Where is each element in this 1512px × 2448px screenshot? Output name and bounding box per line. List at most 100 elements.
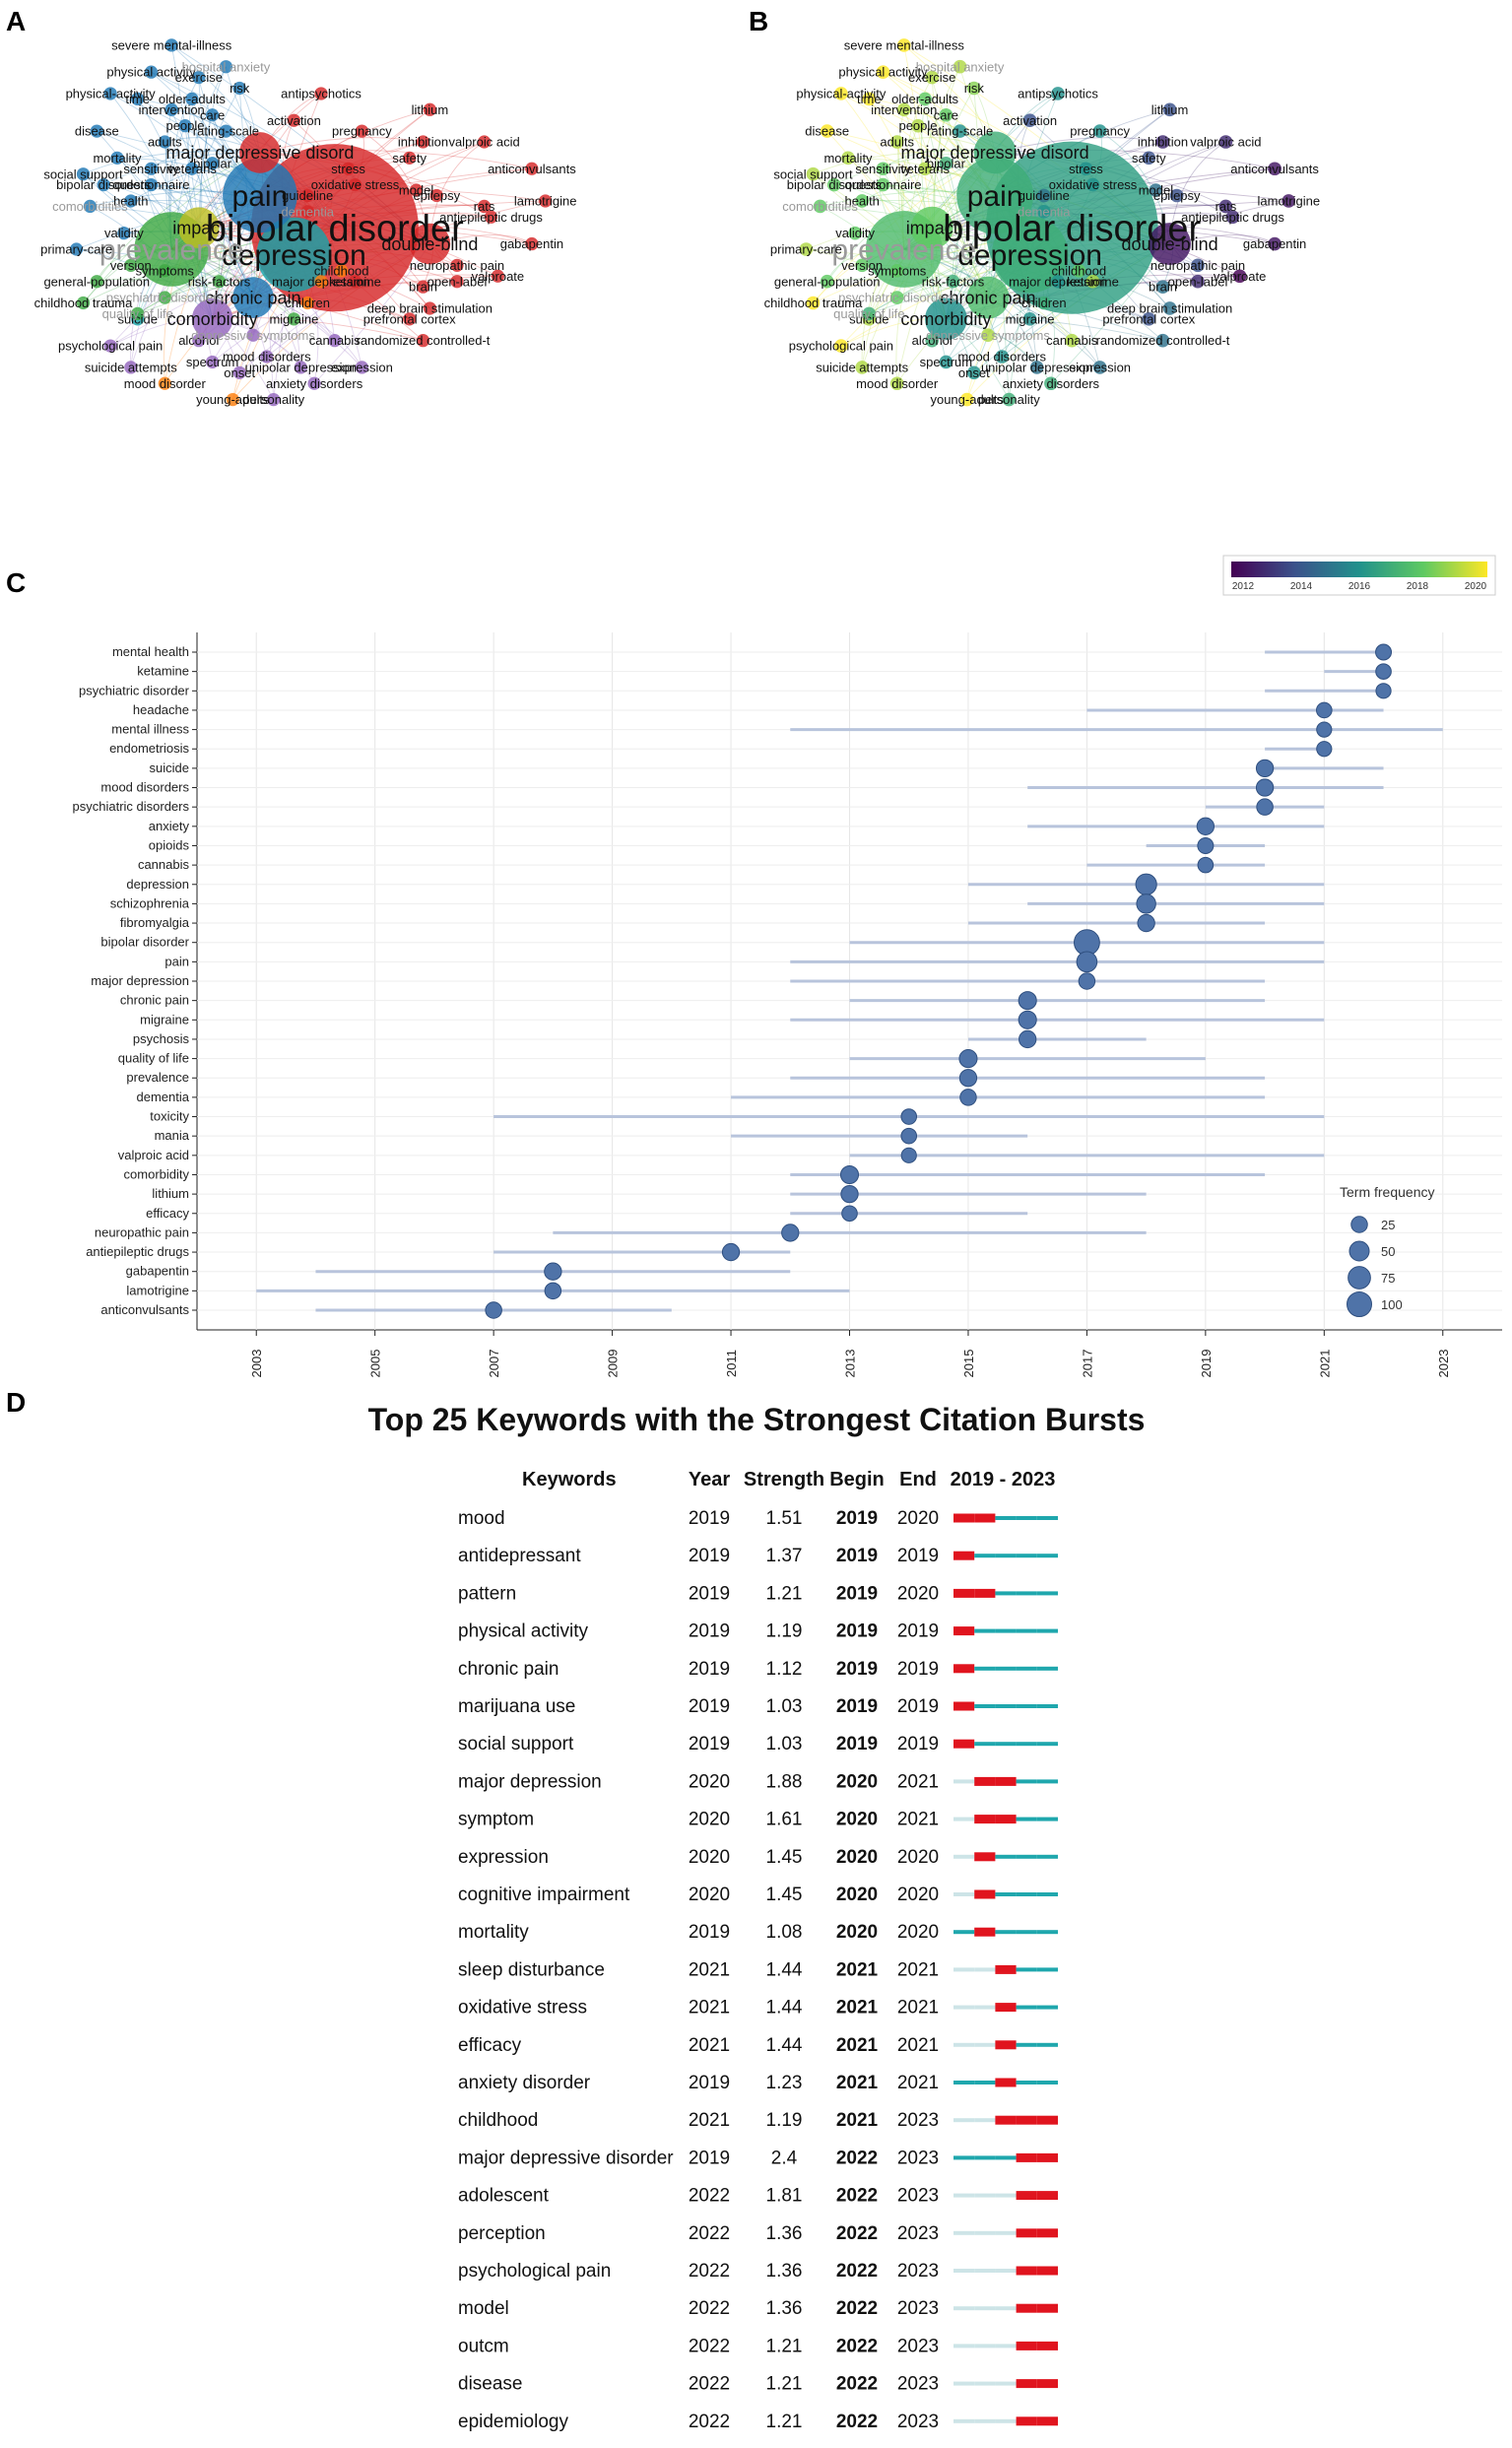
net-a-node-antipsychotics — [314, 87, 328, 100]
net-b-node-mortality — [841, 151, 855, 165]
c-term-label: mental health — [112, 644, 189, 659]
d-begin: 2022 — [836, 2186, 878, 2207]
d-begin: 2019 — [836, 1621, 878, 1642]
c-term-peak-point — [1375, 643, 1393, 661]
d-year: 2020 — [689, 1847, 730, 1868]
c-term-peak-point — [1256, 798, 1274, 816]
net-a-node-migraine — [287, 312, 301, 326]
d-burst-segment — [995, 1892, 1017, 1896]
d-burst-segment — [995, 1815, 1017, 1824]
net-b-label-general-population: general-population — [774, 274, 881, 289]
d-burst-segment — [1036, 2005, 1058, 2010]
d-burst-segment — [1016, 1704, 1037, 1708]
net-b-node-unipolar-depression — [1029, 361, 1044, 374]
d-begin: 2022 — [836, 2298, 878, 2319]
net-b-node-valproate — [1232, 269, 1247, 284]
d-burst-segment — [953, 2381, 975, 2386]
net-a-node-physical-activity — [103, 87, 117, 100]
net-b-node-impact — [910, 206, 953, 249]
c-term-peak-point — [1375, 683, 1392, 699]
d-burst-segment — [1036, 1967, 1058, 1972]
d-end: 2021 — [897, 1771, 939, 1792]
net-b-node-version — [855, 258, 870, 273]
net-b-label-pain: pain — [967, 180, 1023, 213]
d-burst-segment — [953, 2005, 975, 2010]
d-burst-segment — [995, 1930, 1017, 1935]
d-burst-segment — [1036, 2152, 1058, 2162]
d-end: 2023 — [897, 2110, 939, 2131]
d-strength: 1.21 — [766, 1583, 803, 1604]
c-term-peak-point — [1136, 893, 1156, 914]
c-term-label: pain — [164, 954, 189, 968]
c-x-tick-label: 2021 — [1317, 1350, 1332, 1378]
net-b-label-bipolar-disorder: bipolar disorder — [943, 209, 1201, 250]
net-b-label-spectrum: spectrum — [920, 355, 972, 369]
d-burst-segment — [1016, 1967, 1037, 1972]
net-a-node-veterans — [185, 162, 199, 175]
net-b-label-antipsychotics: antipsychotics — [1018, 87, 1098, 101]
d-keyword: oxidative stress — [458, 1998, 587, 2018]
net-a-edge — [109, 93, 214, 319]
d-strength: 1.23 — [766, 2073, 803, 2093]
c-term-peak-point — [485, 1301, 502, 1319]
net-a-node-childhood — [335, 264, 349, 278]
d-burst-segment — [1036, 1930, 1058, 1935]
net-a-node-comorbidities — [83, 199, 98, 214]
d-end: 2019 — [897, 1659, 939, 1680]
d-begin: 2022 — [836, 2374, 878, 2395]
c-term-peak-point — [1135, 873, 1157, 895]
net-b-label-lamotrigine: lamotrigine — [1258, 194, 1321, 209]
net-a-node-antiepileptic-drugs — [484, 210, 498, 224]
net-a-label-validity: validity — [104, 226, 144, 240]
panel-label-c: C — [6, 567, 27, 598]
net-a-label-social-support: social support — [43, 166, 123, 181]
net-a-node-alcohol — [192, 334, 206, 348]
net-a-label-spectrum: spectrum — [186, 355, 238, 369]
d-burst-segment — [1016, 1516, 1037, 1520]
net-a-edge — [212, 163, 225, 319]
net-b-node-guideline — [1036, 188, 1051, 203]
net-a-nodes — [69, 38, 553, 407]
d-year: 2022 — [689, 2412, 730, 2432]
net-b-node-exercise — [925, 70, 940, 85]
d-burst-segment — [1036, 2341, 1058, 2350]
c-term-peak-point — [900, 1127, 918, 1145]
net-a-label-major-depression: major depression — [272, 274, 370, 289]
net-a-node-risk — [232, 81, 246, 96]
d-burst-segment — [995, 1554, 1017, 1558]
net-a-node-young-adults — [226, 392, 239, 407]
net-a-node-rating-scale — [219, 124, 233, 138]
d-year: 2019 — [689, 1583, 730, 1604]
net-b-node-psychological-pain — [834, 339, 848, 353]
net-a-node-depression — [256, 217, 332, 293]
net-a-node-rats — [477, 199, 492, 214]
d-burst-segment — [953, 1513, 975, 1523]
net-b-label-adults: adults — [880, 135, 914, 150]
net-a-label-depressive-symptoms: depressive symptoms — [191, 328, 315, 343]
net-b-label-care: care — [934, 107, 958, 122]
net-a-node-double-blind — [409, 223, 451, 265]
net-a-label-lamotrigine: lamotrigine — [514, 194, 577, 209]
d-burst-segment — [1036, 1817, 1058, 1821]
net-a-node-general-population — [90, 275, 103, 289]
net-b-node-validity — [848, 226, 862, 240]
net-a-node-childhood-trauma — [76, 296, 91, 310]
d-end: 2023 — [897, 2374, 939, 2395]
d-burst-segment — [995, 2344, 1017, 2349]
d-keyword: epidemiology — [458, 2412, 568, 2432]
d-column-header: 2019 - 2023 — [951, 1469, 1056, 1490]
c-term-label: neuropathic pain — [95, 1224, 189, 1239]
c-term-label: valproic acid — [118, 1148, 189, 1162]
net-b-node-childhood — [1072, 263, 1086, 278]
c-term-label: ketamine — [137, 664, 189, 679]
net-a-node-mood-disorder — [158, 376, 171, 390]
net-b-label-exercise: exercise — [908, 70, 955, 85]
net-a-label-prefrontal-cortex: prefrontal cortex — [363, 311, 456, 326]
d-begin: 2019 — [836, 1734, 878, 1754]
net-b-node-depressive-symptoms — [981, 328, 995, 343]
net-a-node-questionnaire — [144, 177, 159, 192]
d-burst-segment — [953, 1854, 975, 1859]
net-a-label-alcohol: alcohol — [178, 333, 219, 348]
c-term-label: cannabis — [138, 857, 190, 872]
